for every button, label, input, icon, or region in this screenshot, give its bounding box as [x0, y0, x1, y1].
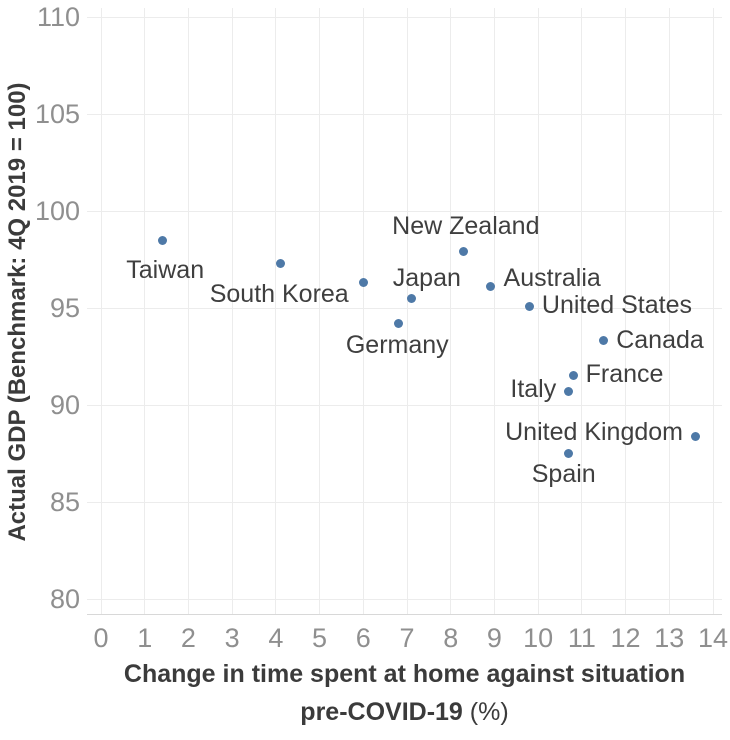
x-gridline [144, 8, 146, 614]
data-point [358, 278, 368, 288]
x-gridline [100, 8, 102, 614]
y-axis-title: Actual GDP (Benchmark: 4Q 2019 = 100) [4, 82, 31, 542]
data-point-label: France [585, 359, 664, 388]
x-tick-label: 7 [399, 623, 415, 653]
y-tick-label: 95 [49, 293, 80, 323]
x-gridline [581, 8, 583, 614]
y-gridline [87, 210, 722, 212]
data-point [524, 301, 534, 311]
x-gridline [712, 8, 714, 614]
data-point-label: United Kingdom [505, 418, 683, 447]
x-tick-label: 6 [355, 623, 371, 653]
x-gridline [319, 8, 321, 614]
data-point-label: United States [541, 291, 692, 320]
data-point-label: Italy [510, 375, 557, 404]
data-point [599, 336, 609, 346]
y-gridline [87, 113, 722, 115]
x-gridline [450, 8, 452, 614]
data-point-label: Japan [392, 263, 461, 292]
x-axis-title-line2: pre-COVID-19 (%) [87, 698, 722, 727]
x-tick-label: 11 [567, 623, 596, 653]
data-point-label: Australia [503, 263, 601, 292]
x-axis-title-line2-text: pre-COVID-19 [300, 698, 463, 726]
y-gridline [87, 16, 722, 18]
x-gridline [625, 8, 627, 614]
x-tick-label: 0 [93, 623, 109, 653]
y-tick-label: 100 [34, 196, 80, 226]
data-point [568, 371, 578, 381]
y-gridline [87, 307, 722, 309]
data-point-label: New Zealand [392, 212, 540, 241]
data-point [157, 235, 167, 245]
data-point-label: Canada [616, 325, 704, 354]
data-point-label: Germany [345, 331, 449, 360]
x-gridline [668, 8, 670, 614]
data-point-label: South Korea [209, 279, 349, 308]
x-tick-label: 14 [697, 623, 729, 653]
y-gridline [87, 598, 722, 600]
x-tick-label: 5 [312, 623, 328, 653]
data-point [485, 282, 495, 292]
x-tick-label: 9 [486, 623, 502, 653]
data-point [275, 258, 285, 268]
y-tick-label: 105 [34, 99, 80, 129]
data-point [459, 247, 469, 257]
y-gridline [87, 404, 722, 406]
y-tick-label: 85 [49, 487, 80, 517]
y-gridline [87, 501, 722, 503]
y-tick-label: 110 [36, 2, 80, 32]
data-point-label: Spain [531, 460, 596, 488]
x-gridline [187, 8, 189, 614]
x-gridline [275, 8, 277, 614]
data-point [393, 319, 403, 329]
x-gridline [406, 8, 408, 614]
x-tick-label: 8 [443, 623, 459, 653]
data-point [406, 293, 416, 303]
data-point [564, 449, 574, 458]
x-tick-label: 1 [137, 623, 153, 653]
x-gridline [493, 8, 495, 614]
x-tick-label: 13 [654, 623, 685, 653]
x-tick-label: 2 [180, 623, 196, 653]
data-point-label: Taiwan [126, 255, 205, 284]
x-axis-title-unit: (%) [469, 698, 509, 726]
x-tick-label: 10 [523, 623, 554, 653]
x-tick-label: 12 [610, 623, 641, 653]
x-gridline [231, 8, 233, 614]
x-tick-label: 3 [224, 623, 240, 653]
x-gridline [537, 8, 539, 614]
x-axis-title-line1: Change in time spent at home against sit… [123, 660, 686, 688]
data-point [691, 431, 700, 441]
y-tick-label: 90 [49, 390, 80, 420]
x-tick-label: 4 [268, 623, 284, 653]
data-point [564, 386, 574, 396]
x-gridline [362, 8, 364, 614]
y-tick-label: 80 [49, 584, 80, 614]
x-axis-line [87, 614, 722, 615]
